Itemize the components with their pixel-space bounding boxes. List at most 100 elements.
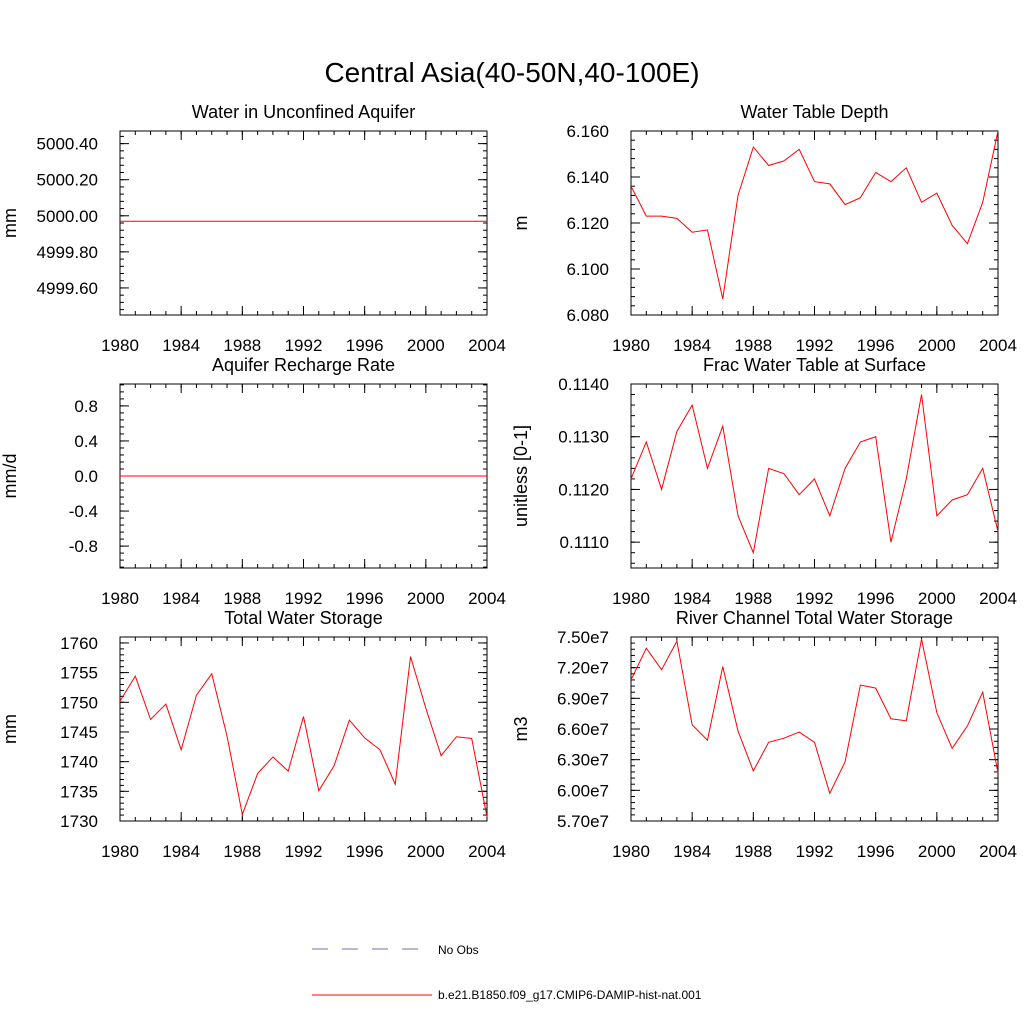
plot-frame [630, 130, 999, 316]
x-tick-label: 1992 [285, 589, 323, 608]
y-tick-label: 4999.80 [37, 243, 98, 262]
y-tick-label: 6.140 [566, 168, 609, 187]
panel-title: Frac Water Table at Surface [703, 355, 926, 375]
panel-title: Water Table Depth [740, 102, 888, 122]
y-tick-label: 1735 [60, 782, 98, 801]
x-tick-label: 1992 [796, 842, 834, 861]
y-tick-label: 1760 [60, 634, 98, 653]
x-tick-label: 2004 [468, 842, 506, 861]
x-tick-label: 1984 [673, 589, 711, 608]
y-axis-label: unitless [0-1] [511, 425, 531, 527]
panel-title: Total Water Storage [224, 608, 382, 628]
y-tick-label: 0.1140 [558, 375, 609, 394]
y-tick-label: 0.8 [74, 397, 98, 416]
x-tick-label: 1984 [673, 336, 711, 355]
panel-title: River Channel Total Water Storage [676, 608, 953, 628]
series-line-1 [630, 394, 999, 555]
y-axis-label: mm/d [0, 454, 20, 499]
y-tick-label: 6.080 [566, 306, 609, 325]
y-tick-label: 1745 [60, 723, 98, 742]
x-tick-label: 2004 [979, 336, 1017, 355]
series-line-1 [630, 130, 999, 300]
chart-panel-5: Total Water Storage mm 1980 1984 1988 1992 199… [0, 608, 506, 861]
y-tick-label: 6.100 [566, 260, 609, 279]
chart-panel-1: Water in Unconfined Aquifer mm 1980 1984 198… [0, 102, 506, 355]
x-tick-label: 1992 [285, 842, 323, 861]
x-tick-label: 1984 [162, 589, 200, 608]
y-tick-label: 6.00e7 [557, 781, 609, 800]
chart-panel-6: River Channel Total Water Storage m3 1980 1… [511, 608, 1017, 861]
x-tick-label: 1996 [857, 589, 895, 608]
y-tick-label: 1730 [60, 812, 98, 831]
plot-frame [119, 636, 488, 822]
y-tick-label: 4999.60 [37, 279, 98, 298]
chart-panel-3: Aquifer Recharge Rate mm/d 1980 1984 1988 199… [0, 355, 506, 608]
y-tick-label: 5.70e7 [557, 812, 609, 831]
series-line-1 [119, 656, 488, 817]
x-tick-label: 1980 [101, 336, 139, 355]
x-tick-label: 2000 [407, 336, 445, 355]
legend-model-label: b.e21.B1850.f09_g17.CMIP6-DAMIP-hist-nat… [438, 988, 702, 1002]
x-tick-label: 1992 [285, 336, 323, 355]
panel-title: Aquifer Recharge Rate [212, 355, 395, 375]
y-tick-label: 6.160 [566, 122, 609, 141]
legend-no-obs-label: No Obs [438, 943, 479, 957]
x-tick-label: 1988 [734, 589, 772, 608]
y-tick-label: 6.30e7 [557, 751, 609, 770]
x-tick-label: 2000 [407, 842, 445, 861]
y-axis-label: mm [0, 208, 20, 238]
y-axis-label: m [511, 216, 531, 231]
chart-panel-4: Frac Water Table at Surface unitless [0-1… [511, 355, 1017, 608]
x-tick-label: 2000 [918, 842, 956, 861]
y-axis-label: mm [0, 714, 20, 744]
y-tick-label: -0.8 [69, 537, 98, 556]
x-tick-label: 1984 [162, 842, 200, 861]
y-tick-label: 1755 [60, 664, 98, 683]
x-tick-label: 1988 [734, 842, 772, 861]
plot-frame [119, 130, 488, 316]
x-tick-label: 1980 [612, 336, 650, 355]
x-tick-label: 1996 [346, 589, 384, 608]
x-tick-label: 2000 [918, 336, 956, 355]
y-tick-label: 7.20e7 [557, 659, 609, 678]
x-tick-label: 2004 [979, 842, 1017, 861]
y-tick-label: 0.4 [74, 432, 98, 451]
y-tick-label: 1750 [60, 693, 98, 712]
y-tick-label: 7.50e7 [557, 628, 609, 647]
y-tick-label: 5000.20 [37, 171, 98, 190]
x-tick-label: 1996 [346, 336, 384, 355]
x-tick-label: 1996 [857, 336, 895, 355]
panel-title: Water in Unconfined Aquifer [192, 102, 415, 122]
x-tick-label: 1988 [223, 842, 261, 861]
x-tick-label: 1996 [857, 842, 895, 861]
y-tick-label: 5000.40 [37, 135, 98, 154]
legend: No Obs b.e21.B1850.f09_g17.CMIP6-DAMIP-h… [312, 943, 702, 1002]
x-tick-label: 1980 [612, 842, 650, 861]
y-tick-label: 0.0 [74, 467, 98, 486]
x-tick-label: 1992 [796, 336, 834, 355]
series-line-1 [630, 638, 999, 795]
y-tick-label: 0.1120 [558, 480, 609, 499]
x-tick-label: 1980 [612, 589, 650, 608]
x-tick-label: 1980 [101, 842, 139, 861]
panel-group: Water in Unconfined Aquifer mm 1980 1984 198… [0, 102, 1017, 861]
x-tick-label: 1984 [673, 842, 711, 861]
y-tick-label: 6.60e7 [557, 720, 609, 739]
x-tick-label: 1988 [223, 336, 261, 355]
y-tick-label: 0.1130 [558, 428, 609, 447]
x-tick-label: 1988 [223, 589, 261, 608]
x-tick-label: 2000 [407, 589, 445, 608]
y-tick-label: -0.4 [69, 502, 98, 521]
x-tick-label: 1980 [101, 589, 139, 608]
x-tick-label: 2004 [979, 589, 1017, 608]
x-tick-label: 2004 [468, 589, 506, 608]
y-tick-label: 6.90e7 [557, 689, 609, 708]
y-tick-label: 5000.00 [37, 207, 98, 226]
x-tick-label: 1996 [346, 842, 384, 861]
x-tick-label: 1992 [796, 589, 834, 608]
main-title: Central Asia(40-50N,40-100E) [324, 57, 699, 88]
chart-panel-2: Water Table Depth m 1980 1984 1988 1992 1996 20… [511, 102, 1017, 355]
plot-frame [630, 636, 999, 822]
x-tick-label: 1988 [734, 336, 772, 355]
